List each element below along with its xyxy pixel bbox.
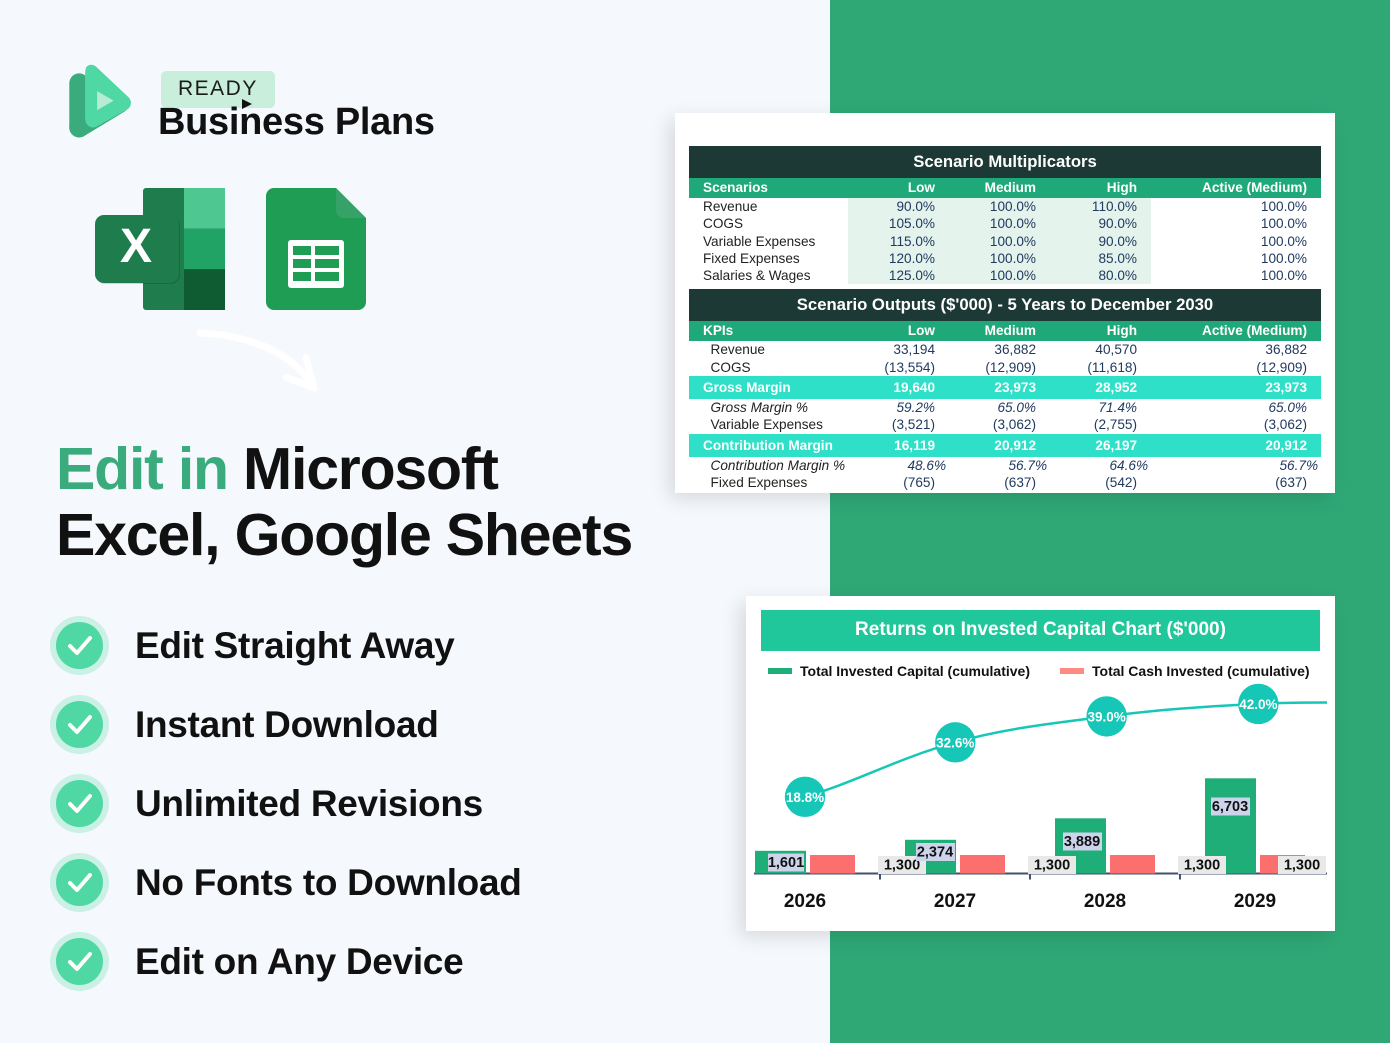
svg-text:1,601: 1,601 [768, 855, 804, 871]
svg-text:X: X [120, 220, 152, 273]
svg-text:32.6%: 32.6% [936, 735, 974, 750]
svg-text:1,300: 1,300 [884, 858, 920, 874]
svg-text:6,703: 6,703 [1212, 799, 1248, 815]
svg-text:2027: 2027 [934, 891, 976, 912]
svg-text:2029: 2029 [1234, 891, 1276, 912]
svg-text:18.8%: 18.8% [786, 790, 824, 805]
svg-text:39.0%: 39.0% [1088, 709, 1126, 724]
svg-text:42.0%: 42.0% [1239, 697, 1277, 712]
svg-text:1,300: 1,300 [1184, 858, 1220, 874]
svg-text:1,300: 1,300 [1034, 858, 1070, 874]
svg-text:3,889: 3,889 [1064, 834, 1100, 850]
svg-text:2028: 2028 [1084, 891, 1126, 912]
svg-text:2026: 2026 [784, 891, 826, 912]
svg-text:1,300: 1,300 [1284, 858, 1320, 874]
svg-text:2,374: 2,374 [917, 845, 953, 861]
